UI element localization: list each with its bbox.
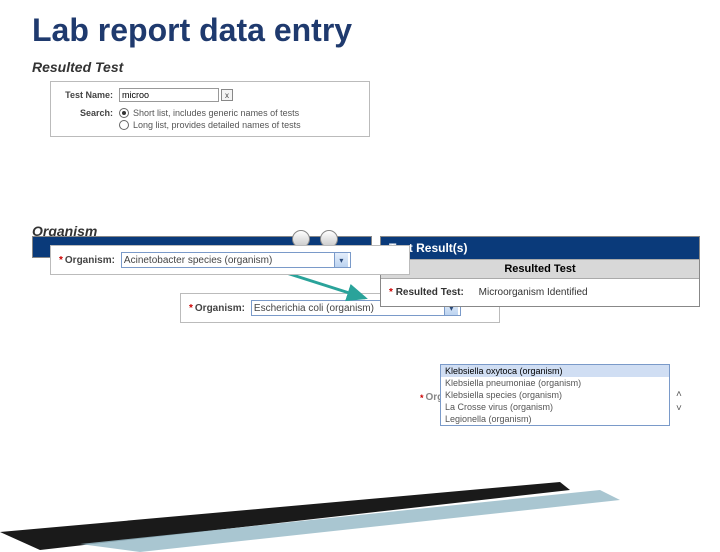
result-header: Test Result(s) xyxy=(381,237,699,259)
result-line: * Resulted Test: Microorganism Identifie… xyxy=(381,279,699,306)
organism1-panel: * Organism: Acinetobacter species (organ… xyxy=(50,245,410,275)
testname-input[interactable] xyxy=(119,88,219,102)
testname-label: Test Name: xyxy=(59,90,119,100)
required-star-icon: * xyxy=(59,255,63,266)
clear-icon[interactable]: x xyxy=(221,89,233,101)
required-star-icon: * xyxy=(420,393,424,403)
organism1-select[interactable]: Acinetobacter species (organism) ▾ xyxy=(121,252,351,268)
dropdown-option[interactable]: Klebsiella oxytoca (organism) xyxy=(441,365,669,377)
radio-short-label: Short list, includes generic names of te… xyxy=(133,108,299,118)
radio-long-label: Long list, provides detailed names of te… xyxy=(133,120,301,130)
chevron-down-icon[interactable]: ˅ xyxy=(676,404,682,414)
decorative-swoosh xyxy=(0,472,720,552)
dropdown-option[interactable]: La Crosse virus (organism) xyxy=(441,401,669,413)
result-line-value: Microorganism Identified xyxy=(479,287,588,298)
organism2-dropdown[interactable]: Klebsiella oxytoca (organism) Klebsiella… xyxy=(440,364,670,426)
section-resulted-test: Resulted Test xyxy=(32,59,720,75)
testname-panel: Test Name: x Search: Short list, include… xyxy=(50,81,370,137)
dropdown-option[interactable]: Legionella (organism) xyxy=(441,413,669,425)
dropdown-option[interactable]: Klebsiella pneumoniae (organism) xyxy=(441,377,669,389)
radio-short-list[interactable] xyxy=(119,108,129,118)
organism3-label: Organism: xyxy=(195,303,245,314)
organism3-value: Escherichia coli (organism) xyxy=(254,303,374,314)
result-panel: Test Result(s) Resulted Test * Resulted … xyxy=(380,236,700,307)
organism1-label: Organism: xyxy=(65,255,115,266)
radio-long-list[interactable] xyxy=(119,120,129,130)
organism1-value: Acinetobacter species (organism) xyxy=(124,255,272,266)
dropdown-option[interactable]: Klebsiella species (organism) xyxy=(441,389,669,401)
chevron-up-icon[interactable]: ˄ xyxy=(676,390,682,400)
search-label: Search: xyxy=(59,108,119,118)
page-title: Lab report data entry xyxy=(32,12,720,49)
result-subheader: Resulted Test xyxy=(381,259,699,279)
required-star-icon: * xyxy=(389,287,393,298)
required-star-icon: * xyxy=(189,303,193,314)
scrollbar-arrows[interactable]: ˄ ˅ xyxy=(676,390,682,414)
result-line-label: Resulted Test: xyxy=(396,287,464,298)
chevron-down-icon: ▾ xyxy=(334,253,348,267)
